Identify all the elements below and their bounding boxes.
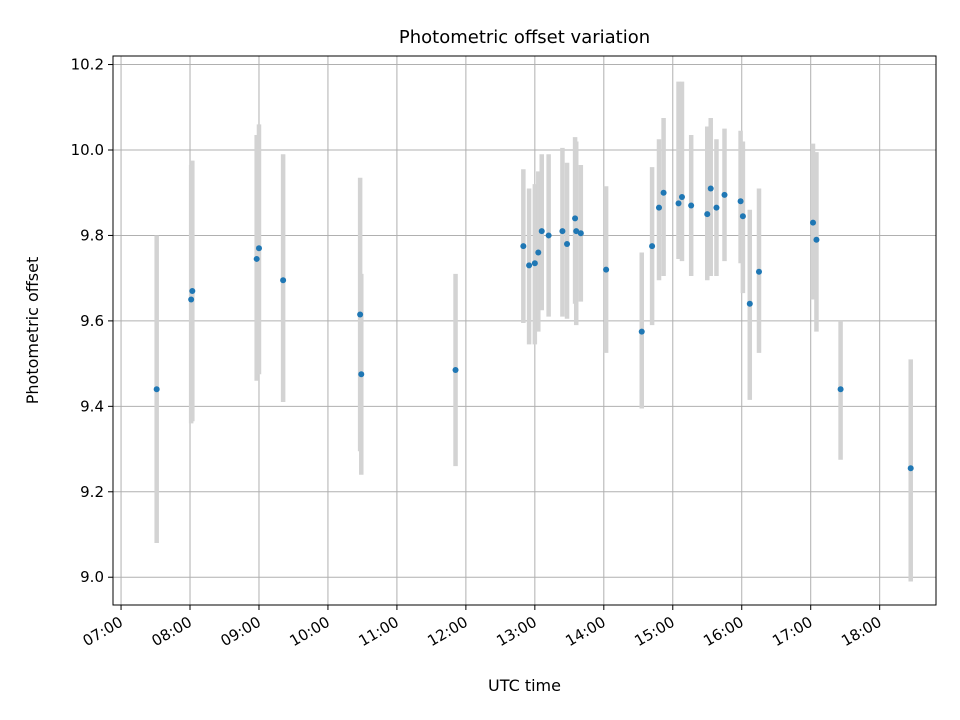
data-point	[810, 219, 817, 226]
y-tick-label: 9.8	[80, 226, 104, 244]
data-point	[538, 228, 545, 235]
x-tick-label: 13:00	[493, 613, 539, 650]
data-point	[564, 240, 571, 247]
x-tick-label: 14:00	[562, 613, 608, 650]
data-point	[188, 296, 195, 303]
x-tick-label: 10:00	[287, 613, 333, 650]
data-point	[189, 287, 196, 294]
data-point	[559, 228, 566, 235]
error-bars	[154, 81, 913, 582]
data-point	[713, 204, 720, 211]
data-point	[572, 215, 579, 222]
data-point	[531, 260, 538, 267]
data-point	[755, 268, 762, 275]
y-tick-label: 9.4	[80, 397, 104, 415]
data-point	[526, 262, 533, 269]
data-point	[452, 367, 459, 374]
x-tick-label: 17:00	[769, 613, 815, 650]
data-point	[153, 386, 160, 393]
data-point	[655, 204, 662, 211]
chart-title: Photometric offset variation	[399, 27, 650, 48]
data-point	[603, 266, 610, 273]
x-tick-label: 18:00	[838, 613, 884, 650]
plot-frame	[112, 55, 937, 606]
data-point	[660, 189, 667, 196]
y-tick-label: 9.2	[80, 483, 104, 501]
x-axis: 07:00 08:00 09:00 10:00 11:00 12:00 13:00 14:00…	[80, 605, 885, 650]
data-point	[577, 230, 584, 237]
data-point	[813, 236, 820, 243]
data-point	[721, 191, 728, 198]
data-point	[688, 202, 695, 209]
y-axis-label: Photometric offset	[23, 257, 42, 405]
data-point	[520, 243, 527, 250]
data-point	[837, 386, 844, 393]
data-point	[255, 245, 262, 252]
x-tick-label: 15:00	[631, 613, 677, 650]
x-axis-label: UTC time	[488, 676, 561, 695]
data-point	[907, 465, 914, 472]
y-tick-label: 9.0	[80, 568, 104, 586]
data-point	[545, 232, 552, 239]
data-point	[739, 213, 746, 220]
data-point	[678, 193, 685, 200]
data-point	[573, 228, 580, 235]
data-point	[737, 198, 744, 205]
data-point	[535, 249, 542, 256]
x-tick-label: 11:00	[355, 613, 401, 650]
x-tick-label: 08:00	[149, 613, 195, 650]
data-point	[649, 243, 656, 250]
x-tick-label: 09:00	[218, 613, 264, 650]
y-tick-label: 10.2	[71, 56, 104, 74]
data-point	[253, 255, 260, 262]
y-tick-label: 10.0	[71, 141, 104, 159]
grid	[113, 56, 936, 605]
data-point	[280, 277, 287, 284]
data-point	[746, 300, 753, 307]
data-point	[358, 371, 365, 378]
y-tick-label: 9.6	[80, 312, 104, 330]
data-points	[153, 185, 914, 472]
data-point	[675, 200, 682, 207]
x-tick-label: 07:00	[80, 613, 126, 650]
data-point	[357, 311, 364, 318]
data-point	[638, 328, 645, 335]
y-axis: 9.0 9.2 9.4 9.6 9.8 10.0 10.2	[71, 56, 113, 586]
x-tick-label: 12:00	[424, 613, 470, 650]
x-tick-label: 16:00	[700, 613, 746, 650]
data-point	[704, 211, 711, 218]
data-point	[707, 185, 714, 192]
